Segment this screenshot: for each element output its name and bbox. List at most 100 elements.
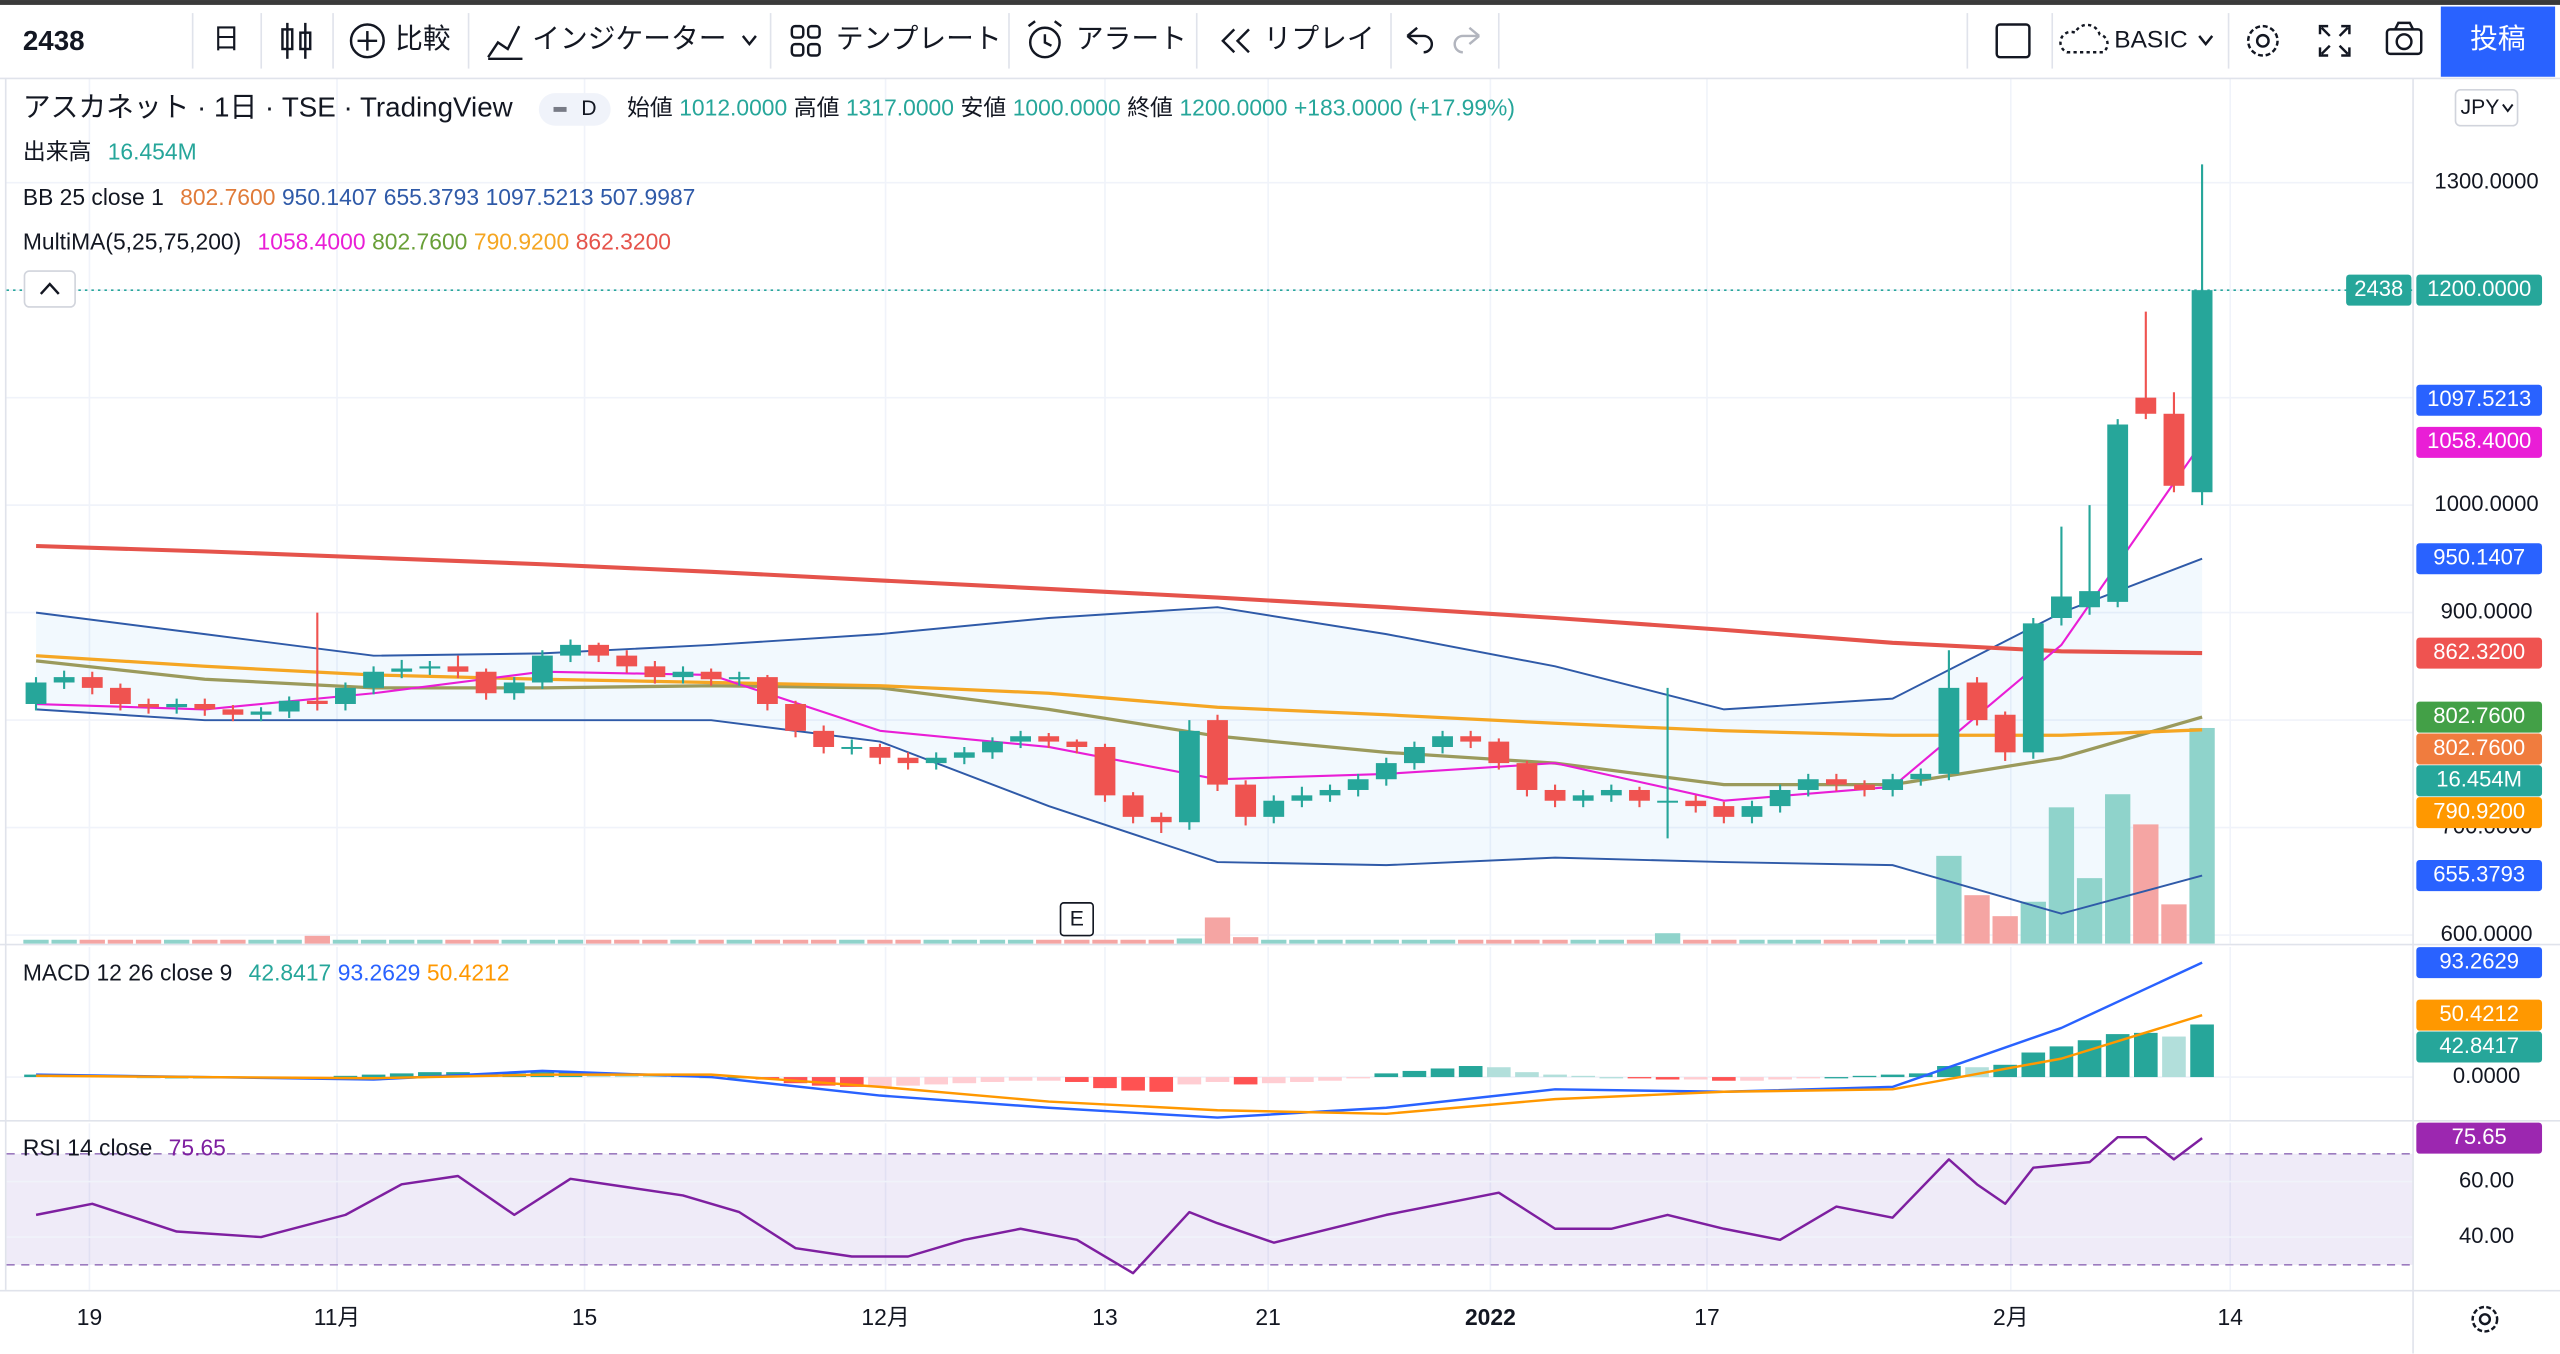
price-badge-label: 75.65	[2452, 1124, 2507, 1149]
price-badge-label: 50.4212	[2439, 1001, 2519, 1026]
candle-body	[1122, 795, 1144, 817]
event-marker	[1059, 902, 1094, 937]
macd-histogram-bar	[924, 1077, 949, 1085]
snapshot-button[interactable]	[2385, 21, 2423, 56]
symbol-tag-label: 2438	[2354, 276, 2403, 301]
collapse-legend-button[interactable]	[23, 270, 76, 308]
currency-label[interactable]: JPY	[2461, 96, 2500, 119]
time-label: 11月	[314, 1304, 361, 1330]
symbol-search[interactable]: 2438	[23, 25, 85, 56]
cloud-layout-button[interactable]: BASIC	[2059, 23, 2214, 54]
volume-bar	[1261, 939, 1287, 944]
volume-bar	[445, 939, 471, 944]
candle-body	[728, 677, 750, 680]
compare-label[interactable]: 比較	[395, 23, 451, 54]
candle-body	[363, 671, 384, 688]
volume-bar	[332, 939, 359, 944]
replay-button[interactable]: リプレイ	[1221, 23, 1375, 54]
legend-text: 出来高	[23, 139, 92, 165]
volume-bar	[1542, 939, 1568, 944]
candle-body	[194, 703, 216, 710]
macd-histogram-bar	[1880, 1074, 1905, 1078]
candle-body	[53, 677, 75, 683]
layout-name[interactable]: BASIC	[2114, 26, 2187, 53]
volume-bar	[2133, 824, 2159, 944]
volume-bar	[51, 939, 77, 944]
undo-button[interactable]	[1406, 26, 1433, 54]
price-badge	[2416, 947, 2543, 979]
macd-histogram-bar	[1937, 1066, 1961, 1078]
volume-bar	[698, 939, 724, 944]
price-badge-label: 1058.4000	[2427, 428, 2531, 453]
macd-histogram-bar	[1065, 1077, 1089, 1082]
currency-button[interactable]	[2454, 89, 2519, 127]
volume-bar	[839, 939, 865, 944]
volume-bar	[1458, 939, 1484, 944]
price-badge-label: 790.9200	[2433, 798, 2525, 823]
volume-bar	[670, 939, 696, 944]
candle-body	[1347, 779, 1369, 790]
legend-text: MACD 12 26 close 9	[23, 960, 232, 986]
collapse-icon	[39, 282, 60, 295]
candle-body	[700, 671, 722, 680]
candle-body	[503, 682, 525, 694]
macd-histogram-bar	[839, 1077, 864, 1087]
indicators-label[interactable]: インジケーター	[532, 23, 726, 54]
price-badge	[2416, 1122, 2543, 1154]
volume-bar	[1964, 895, 1990, 944]
indicators-button[interactable]: インジケーター	[487, 23, 757, 61]
macd-histogram-bar	[1824, 1077, 1849, 1079]
volume-bar	[220, 939, 246, 944]
publish-label[interactable]: 投稿	[2470, 23, 2526, 54]
time-axis-settings[interactable]	[2471, 1305, 2499, 1333]
candle-body	[616, 655, 638, 667]
compare-button[interactable]: 比較	[349, 23, 451, 59]
templates-label[interactable]: テンプレート	[836, 23, 1002, 54]
candle-body	[1235, 784, 1257, 817]
candle-body	[419, 666, 441, 669]
volume-bar	[1036, 939, 1062, 944]
legend-text: アスカネット · 1日 · TSE · TradingView	[23, 92, 514, 123]
candle-body	[757, 677, 778, 704]
chart-style-button[interactable]	[281, 22, 312, 59]
volume-bar	[1626, 939, 1653, 944]
candle-body	[447, 666, 469, 672]
settings-button[interactable]	[2246, 24, 2279, 57]
publish-button[interactable]	[2440, 6, 2556, 77]
volume-bar	[951, 939, 977, 944]
fullscreen-button[interactable]	[2318, 24, 2351, 57]
macd-histogram-bar	[1683, 1077, 1708, 1080]
macd-histogram-bar	[1346, 1077, 1370, 1079]
volume-bar	[304, 935, 330, 944]
candle-body	[1488, 741, 1510, 764]
redo-button[interactable]	[1453, 26, 1480, 54]
alert-label[interactable]: アラート	[1076, 23, 1187, 54]
macd-histogram-bar	[1796, 1077, 1821, 1079]
candle-body	[1150, 816, 1172, 823]
macd-histogram-bar	[1852, 1075, 1877, 1078]
volume-bar	[1120, 939, 1146, 944]
macd-histogram-bar	[1768, 1077, 1792, 1080]
time-label: 19	[77, 1304, 102, 1330]
candle-body	[644, 666, 666, 678]
templates-button[interactable]: テンプレート	[790, 23, 1002, 57]
candle-body	[588, 644, 610, 656]
candle-body	[2163, 413, 2185, 486]
band-line	[35, 557, 2203, 711]
price-tick-label: 40.00	[2459, 1223, 2514, 1248]
legend-text: 安値	[960, 94, 1006, 120]
interval-button[interactable]: 日	[212, 23, 240, 54]
time-label: 17	[1694, 1304, 1719, 1330]
legend-text: 1012.0000	[679, 94, 787, 120]
replay-label[interactable]: リプレイ	[1264, 23, 1375, 54]
alert-button[interactable]: アラート	[1027, 20, 1187, 59]
candle-body	[138, 703, 159, 708]
candle-body	[1657, 800, 1679, 803]
volume-bar	[1345, 939, 1371, 944]
layout-button[interactable]	[1995, 23, 2031, 59]
legend-text: 802.7600	[180, 184, 275, 210]
status-letter: D	[581, 97, 596, 120]
volume-bar	[754, 939, 781, 944]
toolbar-bg	[0, 0, 2560, 79]
macd-histogram-bar	[1430, 1068, 1455, 1078]
